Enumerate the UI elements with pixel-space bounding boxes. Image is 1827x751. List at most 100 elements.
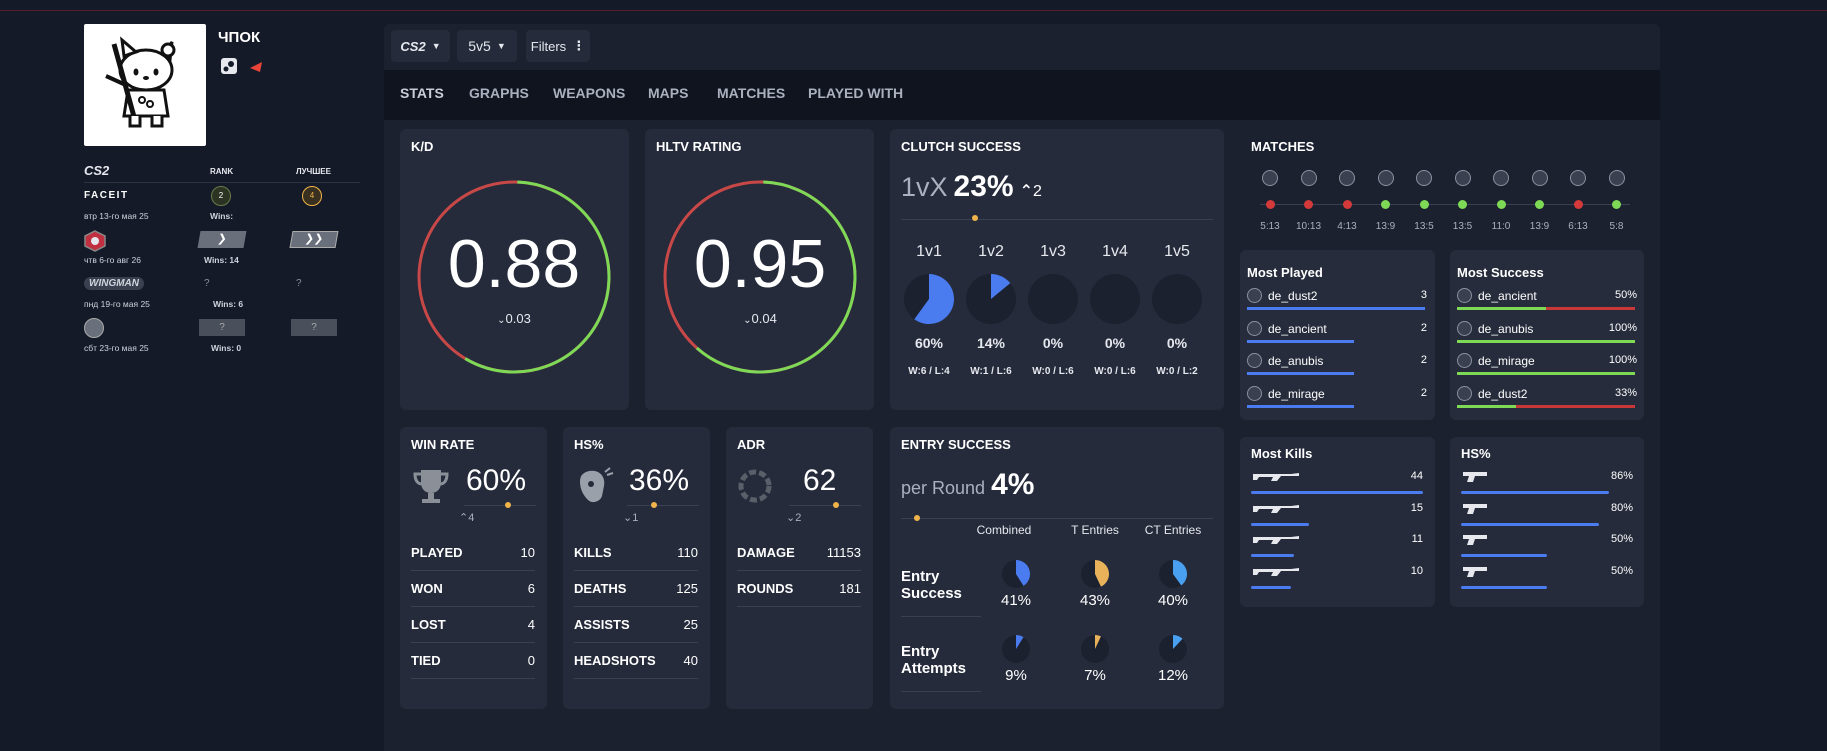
filters-button[interactable]: Filters ⋮	[526, 30, 590, 62]
clutch-item-label: 1v2	[978, 243, 1004, 260]
map-name[interactable]: de_anubis	[1268, 354, 1324, 368]
map-icon	[1247, 385, 1262, 401]
weapon-hs-card	[1450, 437, 1644, 607]
kd-delta-value: 0.03	[505, 311, 531, 326]
map-name[interactable]: de_dust2	[1268, 289, 1318, 303]
tab-played-with[interactable]: PLAYED WITH	[808, 85, 904, 101]
entry-pie	[1081, 560, 1109, 588]
match-result-dot[interactable]	[1381, 200, 1390, 209]
avatar	[84, 24, 206, 146]
entry-row-label: Entry Attempts	[901, 643, 967, 677]
map-icon[interactable]	[1339, 170, 1355, 186]
match-result-dot[interactable]	[1342, 200, 1352, 209]
arrow-up-icon: ⌃	[1019, 183, 1033, 200]
faceit-wins: Wins:	[210, 211, 234, 221]
map-icon[interactable]	[1416, 170, 1432, 186]
match-result-dot[interactable]	[1458, 200, 1467, 209]
map-value: 2	[1420, 321, 1427, 334]
bar-fill	[1457, 307, 1546, 310]
map-icon[interactable]	[1300, 170, 1317, 186]
faceit-icon[interactable]	[248, 58, 264, 74]
map-icon[interactable]	[1531, 170, 1548, 186]
map-value: 2	[1420, 386, 1427, 399]
stat-value: 6	[527, 581, 535, 596]
match-score[interactable]: 6:13	[1568, 221, 1588, 232]
match-result-dot[interactable]	[1419, 200, 1429, 209]
match-score[interactable]: 5:8	[1609, 221, 1624, 232]
competitive-date: сбт 23-го мая 25	[84, 343, 149, 353]
match-score[interactable]: 13:5	[1414, 221, 1434, 232]
most-success-card	[1450, 250, 1644, 420]
arrow-down-icon: ⌄	[497, 315, 506, 326]
clutch-item-pct: 0%	[1166, 335, 1188, 351]
map-name[interactable]: de_mirage	[1268, 386, 1325, 401]
match-score[interactable]: 4:13	[1337, 221, 1357, 232]
tab-matches[interactable]: MATCHES	[717, 85, 786, 101]
best-column-header: ЛУЧШЕЕ	[296, 167, 331, 176]
map-icon[interactable]	[1377, 170, 1394, 186]
steam-icon[interactable]	[221, 58, 237, 74]
most-success-title: Most Success	[1457, 265, 1544, 280]
deagle-icon	[1461, 469, 1511, 483]
match-result-dot[interactable]	[1573, 200, 1583, 209]
tab-stats[interactable]: STATS	[400, 85, 444, 101]
match-result-dot[interactable]	[1265, 200, 1275, 209]
bar-fill	[1251, 554, 1294, 557]
divider	[574, 642, 698, 643]
divider	[901, 219, 1213, 220]
map-icon	[1457, 353, 1472, 368]
stat-value: 11153	[826, 545, 861, 560]
map-icon[interactable]	[1608, 170, 1625, 186]
match-result-dot[interactable]	[1304, 200, 1313, 209]
map-icon[interactable]	[1570, 170, 1586, 186]
match-score[interactable]: 13:9	[1375, 221, 1396, 232]
match-result-dot[interactable]	[1535, 200, 1544, 209]
map-name[interactable]: de_ancient	[1268, 321, 1327, 336]
wingman-date: пнд 19-го мая 25	[84, 299, 150, 309]
match-result-dot[interactable]	[1612, 200, 1621, 209]
tab-graphs[interactable]: GRAPHS	[469, 85, 529, 101]
map-icon[interactable]	[1262, 170, 1278, 186]
entry-pie	[1081, 635, 1109, 663]
map-name[interactable]: de_mirage	[1478, 354, 1535, 368]
hs-value: 36%	[629, 464, 690, 497]
tab-weapons[interactable]: WEAPONS	[553, 85, 626, 101]
stat-value: 10	[520, 545, 535, 560]
most-played-title: Most Played	[1247, 265, 1323, 280]
clutch-pie	[1090, 274, 1140, 324]
most-played-card	[1240, 250, 1435, 420]
more-vertical-icon: ⋮	[572, 38, 586, 53]
map-name[interactable]: de_anubis	[1478, 321, 1534, 336]
game-select[interactable]: CS2 ▼	[391, 30, 450, 62]
entry-pie	[1159, 635, 1187, 663]
entry-row-label: Entry Success	[901, 568, 962, 602]
map-icon[interactable]	[1493, 170, 1509, 186]
map-value: 33%	[1614, 386, 1637, 399]
adr-icon	[737, 468, 773, 504]
match-score[interactable]: 5:13	[1260, 221, 1280, 232]
rank-column-header: RANK	[210, 167, 234, 176]
stat-label: KILLS	[574, 545, 612, 560]
weapon-value: 10	[1410, 564, 1423, 577]
clutch-item-label: 1v1	[916, 243, 942, 260]
mode-select-label: 5v5	[468, 38, 491, 54]
tab-maps[interactable]: MAPS	[648, 85, 689, 101]
match-result-dot[interactable]	[1496, 200, 1506, 209]
arrow-down-icon: ⌄	[623, 512, 633, 524]
entry-pie	[1002, 635, 1030, 663]
clutch-item-pct: 0%	[1042, 335, 1064, 351]
map-icon[interactable]	[1454, 170, 1471, 186]
premier-date: чтв 6-го авг 26	[84, 255, 141, 265]
match-score[interactable]: 13:5	[1452, 221, 1473, 232]
divider	[737, 606, 861, 607]
bar-fill	[1461, 491, 1609, 494]
stat-label: WON	[411, 581, 443, 596]
match-score[interactable]: 11:0	[1491, 221, 1511, 232]
mode-select[interactable]: 5v5 ▼	[457, 30, 517, 62]
match-score[interactable]: 13:9	[1529, 221, 1550, 232]
match-score[interactable]: 10:13	[1295, 221, 1322, 232]
divider	[901, 616, 981, 617]
map-name[interactable]: de_ancient	[1478, 289, 1537, 303]
weapon-value: 50%	[1610, 564, 1633, 577]
map-name[interactable]: de_dust2	[1478, 386, 1528, 401]
